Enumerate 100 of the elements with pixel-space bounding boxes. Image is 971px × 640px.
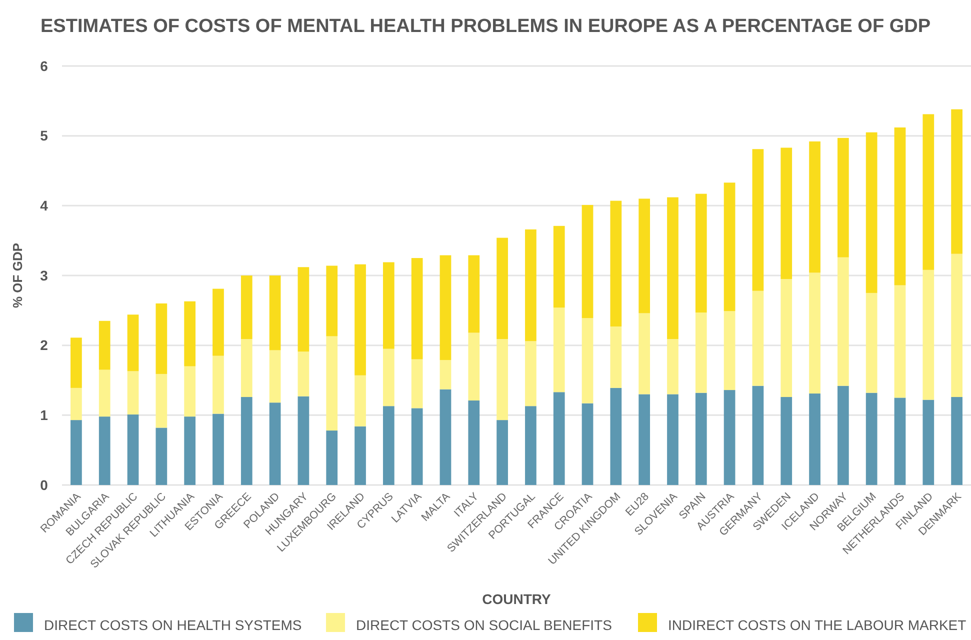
legend-label: DIRECT COSTS ON SOCIAL BENEFITS <box>356 617 612 633</box>
bar <box>212 356 224 414</box>
bar <box>354 264 366 376</box>
bar <box>780 397 792 485</box>
y-tick-label: 0 <box>40 476 48 493</box>
bar <box>525 406 536 485</box>
bar <box>326 336 338 431</box>
bar <box>695 312 707 393</box>
bar <box>894 127 906 286</box>
bar <box>866 292 878 393</box>
bar <box>70 338 82 388</box>
bar <box>951 109 962 254</box>
bar <box>240 339 252 398</box>
legend-label: DIRECT COSTS ON HEALTH SYSTEMS <box>44 617 302 633</box>
bar <box>269 350 281 403</box>
bar <box>326 266 338 336</box>
y-tick-label: 4 <box>40 198 48 214</box>
bar <box>752 386 764 485</box>
bar <box>667 197 678 340</box>
bar <box>382 406 394 485</box>
bar <box>553 392 565 485</box>
bar <box>298 267 310 352</box>
y-tick-label: 2 <box>40 337 48 354</box>
bar <box>922 270 934 400</box>
bar <box>468 332 480 400</box>
bar <box>553 226 565 308</box>
bar <box>411 258 423 360</box>
bar <box>525 341 536 406</box>
bar <box>468 400 480 485</box>
bar <box>98 320 110 370</box>
bar <box>809 272 820 394</box>
bar <box>411 359 423 408</box>
bar <box>127 414 139 485</box>
bar <box>610 388 622 485</box>
bar <box>724 311 736 390</box>
bar <box>780 278 792 398</box>
bar <box>780 148 792 279</box>
bar <box>724 390 736 485</box>
y-tick-label: 3 <box>40 267 48 284</box>
bar <box>752 149 764 291</box>
bar <box>809 141 820 273</box>
bar <box>610 326 622 388</box>
bar <box>582 204 594 318</box>
bar <box>156 428 168 485</box>
bar <box>212 288 224 356</box>
bar <box>837 386 849 485</box>
bar <box>837 138 849 258</box>
bar <box>411 408 423 485</box>
bar <box>695 392 707 485</box>
bar <box>638 313 650 394</box>
bar <box>440 389 452 485</box>
y-axis-title: % OF GDP <box>10 242 25 308</box>
bar <box>156 374 168 428</box>
bar <box>922 400 934 485</box>
bar <box>298 352 310 396</box>
bar <box>667 339 678 394</box>
bar <box>156 303 168 374</box>
bar <box>382 348 394 406</box>
y-tick-label: 6 <box>40 58 48 74</box>
bar <box>724 182 736 312</box>
bar <box>582 318 594 404</box>
bar <box>951 397 962 485</box>
bar <box>240 276 252 340</box>
bar <box>496 339 508 420</box>
bar <box>184 416 196 485</box>
bar <box>866 132 878 293</box>
y-tick-label: 5 <box>40 128 48 144</box>
bar <box>922 114 934 270</box>
bar <box>440 255 452 360</box>
bar <box>98 370 110 417</box>
bar <box>894 398 906 485</box>
legend-label: INDIRECT COSTS ON THE LABOUR MARKET <box>668 617 967 633</box>
bar <box>127 371 139 414</box>
bar <box>212 414 224 485</box>
bar <box>638 198 650 314</box>
bar <box>127 314 139 372</box>
bar <box>354 375 366 426</box>
bar <box>894 285 906 398</box>
bar <box>70 388 82 420</box>
bar <box>582 403 594 485</box>
x-axis-title: COUNTRY <box>482 591 552 607</box>
bar <box>809 394 820 485</box>
bar <box>638 394 650 485</box>
bar <box>326 430 338 485</box>
bar <box>837 257 849 386</box>
bar <box>269 276 281 350</box>
bar <box>184 366 196 417</box>
bar <box>951 254 962 398</box>
bar <box>468 255 480 333</box>
bar <box>525 229 536 342</box>
y-tick-label: 1 <box>40 407 48 424</box>
bar <box>382 262 394 349</box>
bar <box>184 301 196 366</box>
bar <box>695 194 707 313</box>
bar <box>610 200 622 326</box>
bar <box>298 396 310 485</box>
bar <box>496 420 508 485</box>
bar <box>553 308 565 392</box>
chart-title: ESTIMATES OF COSTS OF MENTAL HEALTH PROBLEMS IN EUROPE AS A PERCENTAGE OF GDP <box>40 16 931 37</box>
bar <box>440 360 452 390</box>
